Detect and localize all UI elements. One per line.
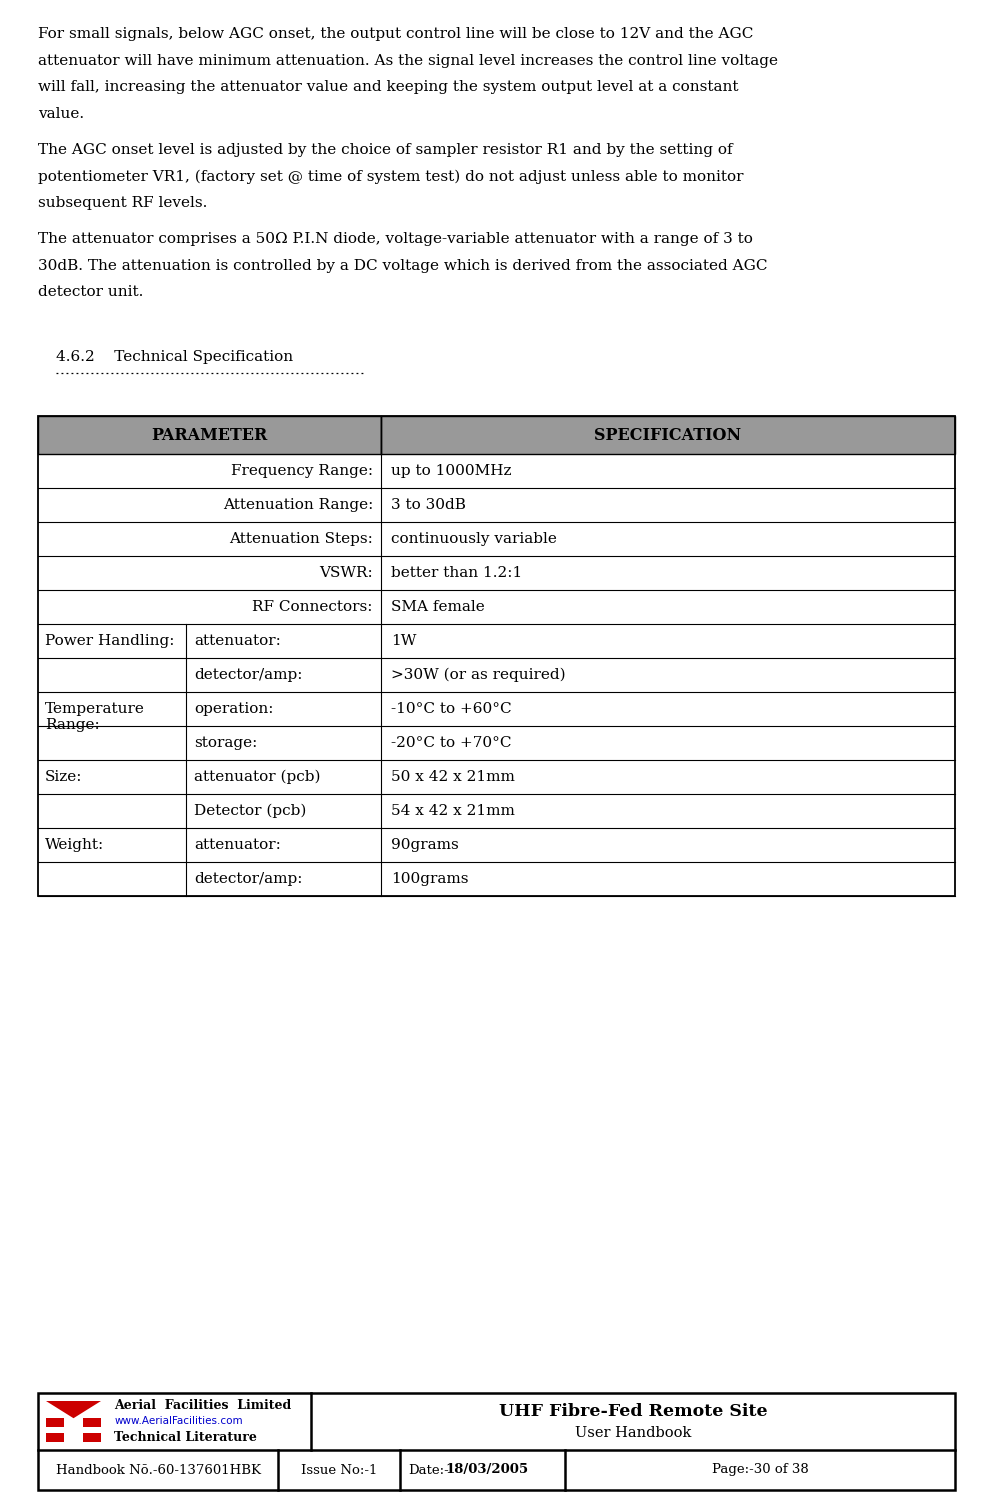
Text: storage:: storage: [194,736,258,750]
Text: -20°C to +70°C: -20°C to +70°C [391,736,511,750]
Text: will fall, increasing the attenuator value and keeping the system output level a: will fall, increasing the attenuator val… [38,81,738,94]
Text: Page:-30 of 38: Page:-30 of 38 [712,1464,808,1477]
Text: Frequency Range:: Frequency Range: [231,464,373,477]
Text: Detector (pcb): Detector (pcb) [194,804,307,818]
Polygon shape [46,1401,101,1419]
Text: Aerial  Facilities  Limited: Aerial Facilities Limited [114,1399,292,1411]
Text: Technical Literature: Technical Literature [114,1431,258,1444]
Text: attenuator (pcb): attenuator (pcb) [194,770,320,785]
Bar [38,658,955,692]
Text: operation:: operation: [194,703,273,716]
Text: The attenuator comprises a 50Ω P.I.N diode, voltage-variable attenuator with a r: The attenuator comprises a 50Ω P.I.N dio… [38,233,753,246]
Text: >30W (or as required): >30W (or as required) [391,668,565,682]
Text: 54 x 42 x 21mm: 54 x 42 x 21mm [391,804,515,818]
Text: UHF Fibre-Fed Remote Site: UHF Fibre-Fed Remote Site [498,1404,768,1420]
Text: 90grams: 90grams [391,839,459,852]
Bar [46,1426,101,1434]
Text: 4.6.2    Technical Specification: 4.6.2 Technical Specification [56,351,293,364]
Bar [38,1394,955,1491]
Text: Attenuation Steps:: Attenuation Steps: [229,533,373,546]
Text: Attenuation Range:: Attenuation Range: [222,498,373,512]
Bar [38,862,955,897]
Text: detector unit.: detector unit. [38,285,144,300]
Bar [38,794,955,828]
Text: attenuator:: attenuator: [194,839,281,852]
Text: Size:: Size: [45,770,83,783]
Bar [38,454,955,488]
Bar [38,692,955,727]
Bar [38,759,955,794]
Bar [38,727,955,759]
Text: www.AerialFacilities.com: www.AerialFacilities.com [114,1416,243,1426]
Bar [46,1419,64,1441]
Text: continuously variable: continuously variable [391,533,557,546]
Bar [38,488,955,522]
Text: 1W: 1W [391,634,417,648]
Bar [381,416,955,454]
Text: VSWR:: VSWR: [319,565,373,580]
Text: 18/03/2005: 18/03/2005 [445,1464,528,1477]
Text: The AGC onset level is adjusted by the choice of sampler resistor R1 and by the : The AGC onset level is adjusted by the c… [38,143,732,157]
Text: PARAMETER: PARAMETER [151,427,267,443]
Text: Handbook Nō.-60-137601HBK: Handbook Nō.-60-137601HBK [55,1464,260,1477]
Text: Date:-: Date:- [408,1464,449,1477]
Bar [38,416,955,897]
Text: detector/amp:: detector/amp: [194,668,303,682]
Text: up to 1000MHz: up to 1000MHz [391,464,511,477]
Text: SMA female: SMA female [391,600,485,615]
Bar [38,416,381,454]
Bar [38,557,955,589]
Text: -10°C to +60°C: -10°C to +60°C [391,703,511,716]
Text: potentiometer VR1, (factory set @ time of system test) do not adjust unless able: potentiometer VR1, (factory set @ time o… [38,169,743,184]
Text: attenuator:: attenuator: [194,634,281,648]
Text: Weight:: Weight: [45,839,104,852]
Text: Range:: Range: [45,718,99,733]
Bar [38,589,955,624]
Text: Issue No:-1: Issue No:-1 [301,1464,377,1477]
Text: Power Handling:: Power Handling: [45,634,175,648]
Bar [84,1419,101,1441]
Text: 50 x 42 x 21mm: 50 x 42 x 21mm [391,770,515,783]
Text: RF Connectors:: RF Connectors: [253,600,373,615]
Text: 100grams: 100grams [391,871,469,886]
Text: 30dB. The attenuation is controlled by a DC voltage which is derived from the as: 30dB. The attenuation is controlled by a… [38,260,768,273]
Text: attenuator will have minimum attenuation. As the signal level increases the cont: attenuator will have minimum attenuation… [38,54,778,67]
Text: User Handbook: User Handbook [575,1426,691,1440]
Text: better than 1.2:1: better than 1.2:1 [391,565,522,580]
Bar [38,624,955,658]
Text: 3 to 30dB: 3 to 30dB [391,498,466,512]
Text: SPECIFICATION: SPECIFICATION [595,427,741,443]
Text: For small signals, below AGC onset, the output control line will be close to 12V: For small signals, below AGC onset, the … [38,27,753,40]
Bar [38,828,955,862]
Text: value.: value. [38,106,85,121]
Text: subsequent RF levels.: subsequent RF levels. [38,195,207,210]
Text: detector/amp:: detector/amp: [194,871,303,886]
Text: Temperature: Temperature [45,703,145,716]
Bar [38,522,955,557]
